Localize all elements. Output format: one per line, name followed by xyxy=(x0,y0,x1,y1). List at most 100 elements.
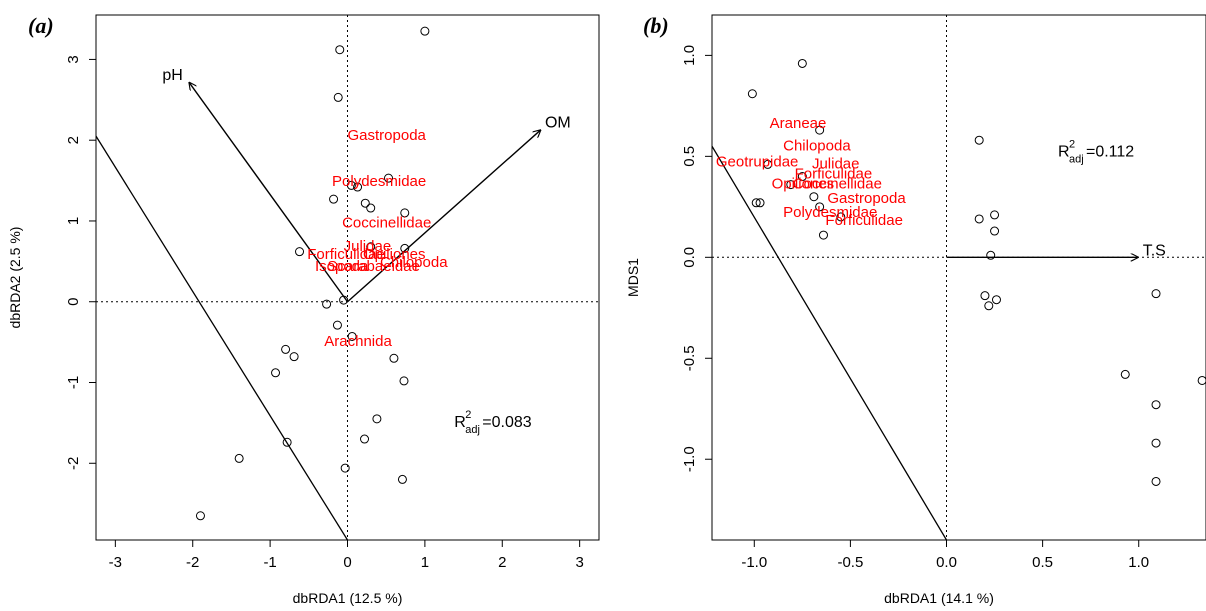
data-point xyxy=(366,203,376,213)
r2-subscript: adj xyxy=(465,424,480,436)
data-point xyxy=(815,202,825,212)
data-point xyxy=(974,135,984,145)
species-label: Gastropoda xyxy=(827,190,906,207)
data-point xyxy=(346,180,356,190)
x-tick-label: 0 xyxy=(343,554,351,571)
data-point xyxy=(763,159,773,169)
data-point xyxy=(755,198,765,208)
data-point xyxy=(340,463,350,473)
panel-label: (a) xyxy=(28,13,54,38)
x-tick-label: -0.5 xyxy=(837,554,863,571)
vector-label: pH xyxy=(162,67,182,84)
data-point xyxy=(980,291,990,301)
diagonal-line xyxy=(712,145,948,540)
plot-area xyxy=(96,15,599,540)
vector-label: T.S xyxy=(1143,242,1166,259)
species-label: Chilopoda xyxy=(783,137,851,154)
y-tick-label: 0 xyxy=(65,298,82,306)
data-point xyxy=(335,45,345,55)
data-point xyxy=(420,26,430,36)
data-point xyxy=(751,198,761,208)
data-point xyxy=(329,194,339,204)
data-point xyxy=(400,208,410,218)
y-tick-label: 0.0 xyxy=(681,247,698,268)
species-label: Opiliones xyxy=(772,176,835,193)
data-point xyxy=(797,172,807,182)
y-tick-label: -2 xyxy=(65,457,82,470)
data-point xyxy=(234,453,244,463)
data-point xyxy=(289,352,299,362)
data-point xyxy=(786,180,796,190)
data-point xyxy=(986,250,996,260)
r2-superscript: 2 xyxy=(465,409,471,421)
x-tick-label: -3 xyxy=(109,554,122,571)
x-axis-title: dbRDA1 (12.5 %) xyxy=(293,590,403,606)
species-label: Araneae xyxy=(770,115,827,132)
y-tick-label: -1.0 xyxy=(681,446,698,472)
species-label: Forficulidae xyxy=(825,212,903,229)
data-point xyxy=(1151,476,1161,486)
y-tick-label: 3 xyxy=(65,55,82,63)
y-tick-label: -0.5 xyxy=(681,345,698,371)
data-point xyxy=(991,295,1001,305)
data-point xyxy=(322,299,332,309)
data-point xyxy=(747,89,757,99)
data-point xyxy=(1151,438,1161,448)
species-label: Coccinellidae xyxy=(342,214,431,231)
x-tick-label: -1 xyxy=(263,554,276,571)
species-label: Scarabaeidae xyxy=(327,258,420,275)
species-label: Gastropoda xyxy=(348,127,427,144)
x-tick-label: 0.5 xyxy=(1032,554,1053,571)
data-point xyxy=(1197,375,1206,385)
data-point xyxy=(818,230,828,240)
x-tick-label: 3 xyxy=(575,554,583,571)
plot-area xyxy=(712,15,1206,540)
species-label: Chilopoda xyxy=(380,254,448,271)
data-point xyxy=(360,198,370,208)
panel-a: pH OM Gastropoda Polydesmidae Coccinellidae J… xyxy=(7,13,600,606)
plot-frame xyxy=(711,14,1206,541)
data-point xyxy=(400,243,410,253)
r2-subscript: adj xyxy=(1069,153,1084,165)
data-point xyxy=(271,368,281,378)
y-tick-label: 1.0 xyxy=(681,45,698,66)
data-point xyxy=(281,344,291,354)
y-tick-label: 0.5 xyxy=(681,146,698,167)
data-point xyxy=(809,192,819,202)
x-tick-label: -1.0 xyxy=(741,554,767,571)
x-tick-label: 0.0 xyxy=(936,554,957,571)
vector-arrow xyxy=(347,130,541,303)
data-point xyxy=(389,353,399,363)
vector-label: OM xyxy=(545,115,571,132)
data-point xyxy=(1151,289,1161,299)
species-label: Polydesmidae xyxy=(783,204,877,221)
data-point xyxy=(332,320,342,330)
species-label: Julidae xyxy=(812,155,860,172)
data-point xyxy=(1120,369,1130,379)
species-label: Geotrupidae xyxy=(716,153,799,170)
x-axis-title: dbRDA1 (14.1 %) xyxy=(884,590,994,606)
species-label: Forficulidae xyxy=(307,246,385,263)
data-point xyxy=(797,58,807,68)
data-point xyxy=(347,331,357,341)
data-point xyxy=(372,414,382,424)
data-point xyxy=(815,125,825,135)
x-tick-label: 1.0 xyxy=(1128,554,1149,571)
species-label: Opiliones xyxy=(363,246,426,263)
r2-value: =0.083 xyxy=(482,414,531,431)
r2-annotation: R xyxy=(454,414,466,431)
data-point xyxy=(1151,400,1161,410)
x-tick-label: 2 xyxy=(498,554,506,571)
data-point xyxy=(836,212,846,222)
r2-superscript: 2 xyxy=(1069,138,1075,150)
data-point xyxy=(384,173,394,183)
species-label: Julidae xyxy=(344,238,392,255)
species-label: Coccinellidae xyxy=(793,176,882,193)
data-point xyxy=(399,376,409,386)
y-tick-label: -1 xyxy=(65,376,82,389)
r2-value: =0.112 xyxy=(1086,143,1134,160)
species-label: Polydesmidae xyxy=(332,173,426,190)
species-label: Isopoda xyxy=(315,258,369,275)
